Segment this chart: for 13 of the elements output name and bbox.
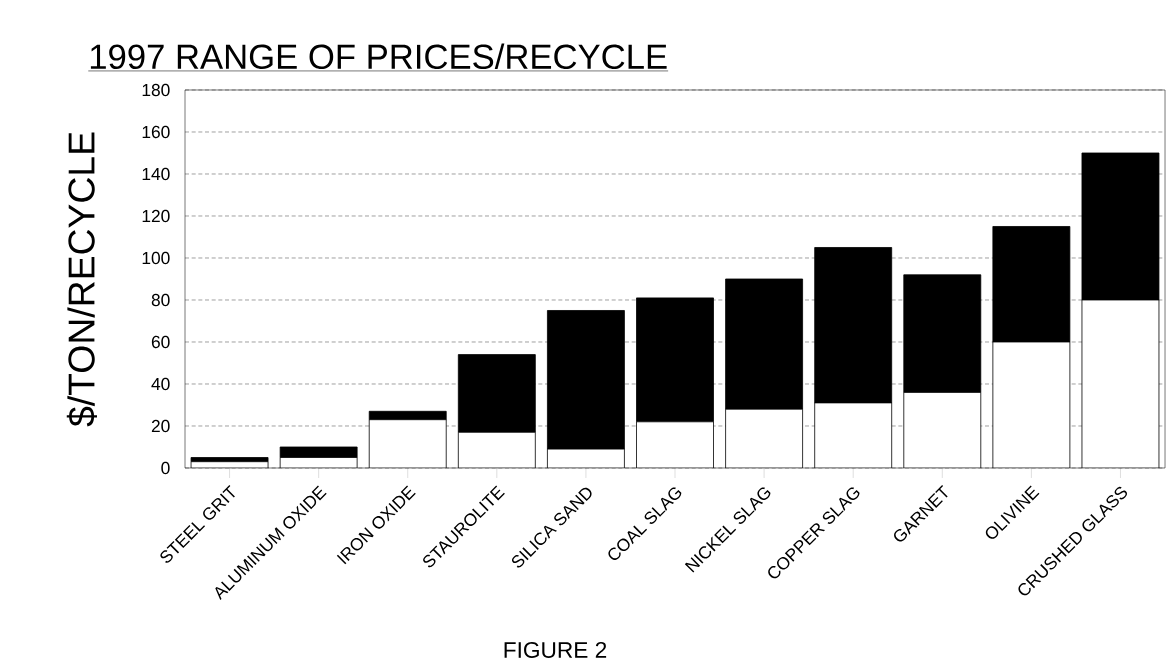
y-tick-label: 20 <box>151 419 170 433</box>
y-tick-label: 100 <box>142 251 170 265</box>
y-tick-label: 0 <box>161 461 170 475</box>
y-tick-label: 80 <box>151 293 170 307</box>
y-tick-label: 60 <box>151 335 170 349</box>
y-tick-label: 120 <box>142 209 170 223</box>
y-tick-label: 180 <box>142 83 170 97</box>
y-axis-title: $/TON/RECYCLE <box>66 132 97 427</box>
y-tick-label: 160 <box>142 125 170 139</box>
y-tick-label: 40 <box>151 377 170 391</box>
y-tick-label: 140 <box>142 167 170 181</box>
caption: FIGURE 2 <box>504 641 607 659</box>
chart-title: 1997 RANGE OF PRICES/RECYCLE <box>90 43 667 70</box>
